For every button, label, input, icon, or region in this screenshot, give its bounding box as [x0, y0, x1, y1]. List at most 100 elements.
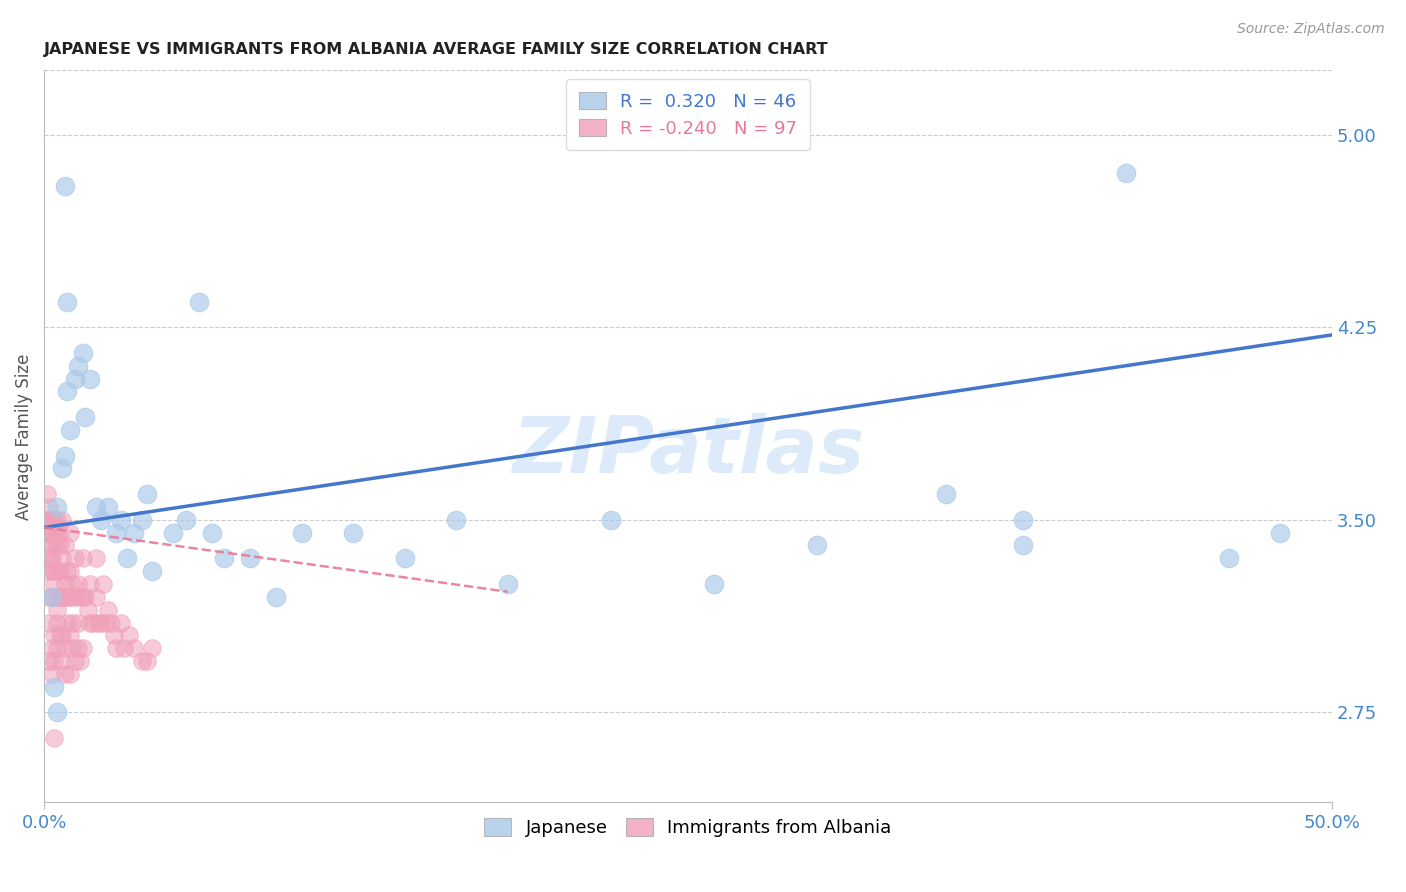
Point [59, 564, 82, 578]
Point [72, 346, 94, 360]
Point [79, 371, 101, 385]
Point [53, 577, 76, 591]
Point [131, 654, 153, 668]
Point [112, 641, 135, 656]
Point [56, 294, 79, 309]
Point [41, 525, 63, 540]
Point [53, 539, 76, 553]
Point [35, 487, 58, 501]
Point [41, 551, 63, 566]
Point [94, 615, 117, 630]
Point [48, 590, 70, 604]
Text: JAPANESE VS IMMIGRANTS FROM ALBANIA AVERAGE FAMILY SIZE CORRELATION CHART: JAPANESE VS IMMIGRANTS FROM ALBANIA AVER… [44, 42, 828, 57]
Point [37, 590, 59, 604]
Point [46, 641, 69, 656]
Point [66, 577, 89, 591]
Point [394, 551, 416, 566]
Point [200, 525, 222, 540]
Point [53, 178, 76, 193]
Point [69, 654, 91, 668]
Point [63, 654, 86, 668]
Point [806, 539, 828, 553]
Point [703, 577, 725, 591]
Text: Source: ZipAtlas.com: Source: ZipAtlas.com [1237, 22, 1385, 37]
Point [44, 680, 66, 694]
Point [162, 525, 184, 540]
Point [59, 525, 82, 540]
Point [51, 590, 73, 604]
Point [122, 525, 145, 540]
Point [141, 564, 163, 578]
Point [100, 615, 122, 630]
Point [46, 525, 69, 540]
Point [53, 641, 76, 656]
Point [239, 551, 262, 566]
Point [90, 615, 112, 630]
Point [62, 641, 84, 656]
Point [41, 666, 63, 681]
Point [496, 577, 519, 591]
Point [72, 551, 94, 566]
Point [56, 564, 79, 578]
Point [48, 539, 70, 553]
Point [84, 500, 107, 514]
Point [66, 359, 89, 373]
Point [38, 500, 60, 514]
Point [69, 590, 91, 604]
Point [187, 294, 209, 309]
Point [136, 487, 159, 501]
Point [51, 628, 73, 642]
Point [115, 551, 138, 566]
Point [53, 666, 76, 681]
Point [118, 628, 141, 642]
Point [97, 500, 120, 514]
Point [131, 513, 153, 527]
Point [174, 513, 197, 527]
Point [103, 628, 125, 642]
Point [105, 641, 128, 656]
Point [46, 539, 69, 553]
Point [35, 513, 58, 527]
Point [44, 731, 66, 745]
Point [444, 513, 467, 527]
Point [48, 590, 70, 604]
Point [37, 513, 59, 527]
Point [122, 641, 145, 656]
Point [48, 525, 70, 540]
Point [59, 628, 82, 642]
Point [46, 564, 69, 578]
Point [72, 641, 94, 656]
Point [53, 449, 76, 463]
Point [48, 564, 70, 578]
Point [53, 590, 76, 604]
Point [41, 590, 63, 604]
Point [79, 615, 101, 630]
Point [46, 615, 69, 630]
Point [84, 551, 107, 566]
Point [90, 513, 112, 527]
Point [93, 577, 115, 591]
Point [291, 525, 314, 540]
Point [75, 590, 97, 604]
Point [62, 577, 84, 591]
Point [599, 513, 621, 527]
Point [51, 654, 73, 668]
Point [41, 539, 63, 553]
Point [38, 654, 60, 668]
Point [46, 602, 69, 616]
Point [44, 525, 66, 540]
Point [59, 423, 82, 437]
Point [72, 590, 94, 604]
Point [110, 513, 132, 527]
Point [44, 513, 66, 527]
Point [44, 577, 66, 591]
Point [1270, 525, 1292, 540]
Point [41, 641, 63, 656]
Point [44, 654, 66, 668]
Point [44, 628, 66, 642]
Point [105, 525, 128, 540]
Point [62, 615, 84, 630]
Point [59, 590, 82, 604]
Point [141, 641, 163, 656]
Point [1011, 513, 1033, 527]
